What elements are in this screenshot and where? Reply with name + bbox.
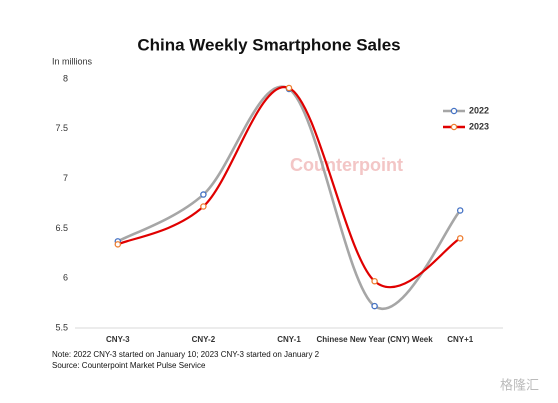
marker [371, 277, 378, 285]
x-tick-label: CNY-3 [106, 335, 130, 344]
series-line [117, 85, 461, 289]
legend-marker [450, 107, 458, 115]
chart-title: China Weekly Smartphone Sales [137, 35, 400, 54]
note: Note: 2022 CNY-3 started on January 10; … [52, 350, 320, 359]
marker [114, 241, 122, 248]
x-tick-label: Chinese New Year (CNY) Week [316, 335, 433, 344]
y-tick-label: 6 [63, 273, 68, 283]
marker [200, 191, 207, 198]
y-tick-label: 5.5 [55, 322, 68, 332]
legend-label: 2022 [469, 105, 489, 115]
marker [371, 302, 378, 310]
watermark: Counterpoint [290, 155, 403, 175]
logo: 格隆汇 [500, 377, 539, 392]
marker [456, 207, 464, 214]
legend-label: 2023 [469, 121, 489, 131]
y-axis-label: In millions [52, 56, 93, 66]
series-line [117, 85, 462, 311]
marker [200, 203, 207, 210]
x-tick-label: CNY+1 [447, 335, 474, 344]
y-tick-label: 6.5 [55, 223, 68, 233]
marker [285, 84, 293, 92]
note: Source: Counterpoint Market Pulse Servic… [52, 361, 206, 370]
legend-marker [450, 123, 458, 131]
y-tick-label: 7.5 [55, 123, 68, 133]
x-tick-label: CNY-2 [192, 335, 216, 344]
x-tick-label: CNY-1 [277, 335, 301, 344]
y-tick-label: 7 [63, 173, 68, 183]
y-tick-label: 8 [63, 73, 68, 83]
marker [456, 235, 464, 242]
